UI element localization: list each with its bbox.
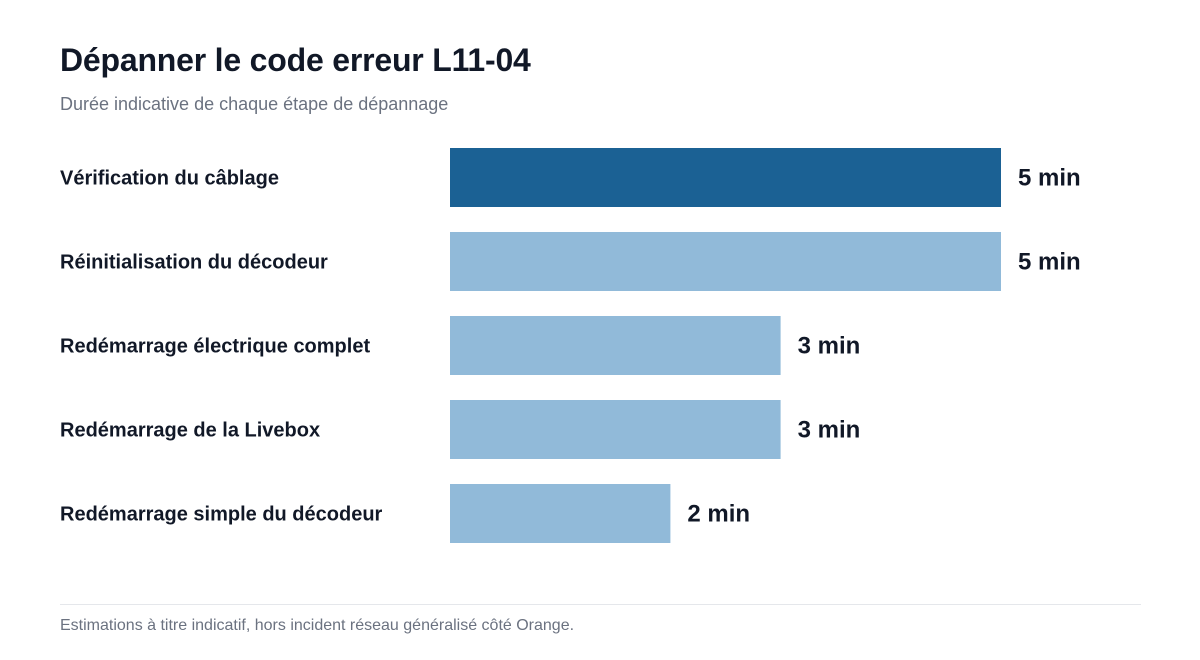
- category-label: Redémarrage électrique complet: [60, 336, 370, 358]
- bar-chart: Vérification du câblage 5 min Réinitialisa…: [60, 148, 1081, 543]
- value-label: 3 min: [798, 333, 861, 360]
- value-label: 5 min: [1018, 249, 1081, 276]
- category-label: Redémarrage de la Livebox: [60, 420, 320, 442]
- value-label: 5 min: [1018, 165, 1081, 192]
- bar: [450, 400, 781, 459]
- value-label: 3 min: [798, 417, 861, 444]
- bar: [450, 316, 781, 375]
- chart-subtitle: Durée indicative de chaque étape de dépa…: [60, 94, 449, 114]
- footnote: Estimations à titre indicatif, hors inci…: [60, 617, 575, 634]
- category-label: Redémarrage simple du décodeur: [60, 504, 383, 526]
- chart-title: Dépanner le code erreur L11-04: [60, 42, 531, 78]
- value-label: 2 min: [687, 501, 750, 528]
- bar: [450, 484, 671, 543]
- bar: [450, 148, 1001, 207]
- category-label: Réinitialisation du décodeur: [60, 252, 328, 274]
- bar: [450, 232, 1001, 291]
- footer-divider: [60, 604, 1141, 605]
- category-label: Vérification du câblage: [60, 168, 279, 190]
